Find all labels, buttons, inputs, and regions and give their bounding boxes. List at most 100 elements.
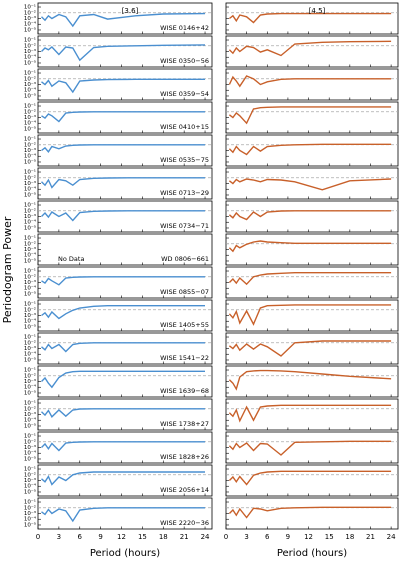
y-tick-label: 10⁻⁵ (24, 389, 36, 396)
panel-label: WISE 0535−75 (160, 156, 209, 164)
y-tick-label: 10⁻⁴ (24, 318, 37, 325)
panel-frame (225, 266, 399, 299)
y-tick-label: 10⁻² (24, 108, 36, 115)
column-label: [3.6] (122, 7, 139, 15)
y-tick-label: 10⁻³ (24, 444, 36, 451)
y-tick-label: 10⁻³ (24, 81, 36, 88)
panel-label: WISE 1828+26 (160, 453, 209, 461)
panel-label: WISE 0146+42 (160, 24, 209, 32)
y-tick-label: 10⁻² (24, 75, 36, 82)
y-tick-label: 10⁻⁵ (24, 59, 36, 66)
y-tick-label: 10⁻¹ (24, 301, 36, 308)
y-tick-label: 10⁻¹ (24, 400, 36, 407)
periodogram-line (228, 272, 392, 286)
x-tick-label: 3 (57, 533, 61, 541)
y-tick-label: 10⁻³ (24, 180, 36, 187)
panel-frame (225, 464, 399, 497)
periodogram-line (228, 340, 392, 357)
panel-frame (225, 233, 399, 266)
y-tick-label: 10⁻⁵ (24, 191, 36, 198)
periodogram-line (228, 143, 392, 156)
y-tick-label: 10⁻¹ (24, 70, 36, 77)
x-tick-label: 9 (286, 533, 290, 541)
x-tick-label: 9 (98, 533, 102, 541)
periodogram-line (228, 506, 392, 519)
y-tick-label: 10⁻⁵ (24, 26, 36, 33)
y-tick-label: 10⁻³ (24, 477, 36, 484)
panel-label: WISE 0410+15 (160, 123, 209, 131)
y-tick-label: 10⁻³ (24, 345, 36, 352)
periodogram-line (228, 75, 392, 88)
periodogram-line (228, 178, 392, 191)
x-axis-label: Period (hours) (90, 548, 160, 559)
panel-label: WISE 2056+14 (160, 486, 209, 494)
y-tick-label: 10⁻² (24, 174, 36, 181)
y-tick-label: 10⁻⁴ (24, 417, 37, 424)
periodogram-line (228, 369, 392, 391)
panel-frame (37, 35, 213, 68)
y-tick-label: 10⁻² (24, 339, 36, 346)
y-tick-label: 10⁻⁵ (24, 224, 36, 231)
column-label: [4.5] (309, 7, 326, 15)
panel-frame (225, 35, 399, 68)
periodogram-line (41, 276, 205, 286)
y-tick-label: 10⁻⁵ (24, 488, 36, 495)
panel-frame (225, 398, 399, 431)
y-tick-label: 10⁻³ (24, 246, 36, 253)
periodogram-line (41, 441, 205, 452)
panel-label: WISE 2220−36 (160, 519, 209, 527)
y-tick-label: 10⁻¹ (24, 334, 36, 341)
y-tick-label: 10⁻¹ (24, 268, 36, 275)
y-tick-label: 10⁻⁵ (24, 92, 36, 99)
panel-label: WISE 0359−54 (160, 90, 209, 98)
x-tick-label: 18 (159, 533, 168, 541)
x-tick-label: 0 (224, 533, 228, 541)
y-tick-label: 10⁻⁵ (24, 158, 36, 165)
x-tick-label: 12 (117, 533, 126, 541)
panel-frame (37, 101, 213, 134)
y-tick-label: 10⁻³ (24, 312, 36, 319)
periodogram-line (41, 507, 205, 523)
y-tick-label: 10⁻⁵ (24, 356, 36, 363)
periodogram-line (41, 370, 205, 389)
y-tick-label: 10⁻² (24, 141, 36, 148)
periodogram-line (228, 240, 392, 253)
x-tick-label: 6 (78, 533, 83, 541)
y-tick-label: 10⁻¹ (24, 367, 36, 374)
panel-label: WISE 0713−29 (160, 189, 209, 197)
y-tick-label: 10⁻⁵ (24, 323, 36, 330)
y-tick-label: 10⁻⁵ (24, 521, 36, 528)
y-tick-label: 10⁻² (24, 9, 36, 16)
periodogram-line (41, 471, 205, 486)
x-axis-label: Period (hours) (277, 548, 347, 559)
y-tick-label: 10⁻⁵ (24, 290, 36, 297)
y-tick-label: 10⁻¹ (24, 103, 36, 110)
panel-frame (37, 266, 213, 299)
y-tick-label: 10⁻¹ (24, 37, 36, 44)
y-tick-label: 10⁻¹ (24, 202, 36, 209)
x-tick-label: 15 (325, 533, 334, 541)
y-tick-label: 10⁻⁴ (24, 87, 37, 94)
y-tick-label: 10⁻¹ (24, 433, 36, 440)
panel-label: WD 0806−661 (161, 255, 209, 263)
y-tick-label: 10⁻² (24, 42, 36, 49)
periodogram-line (41, 144, 205, 153)
panel-frame (225, 497, 399, 530)
y-tick-label: 10⁻² (24, 207, 36, 214)
periodogram-line (41, 44, 206, 62)
y-tick-label: 10⁻⁵ (24, 422, 36, 429)
y-tick-label: 10⁻³ (24, 213, 36, 220)
panel-frame (37, 332, 213, 365)
y-tick-label: 10⁻⁴ (24, 483, 37, 490)
y-tick-label: 10⁻² (24, 438, 36, 445)
periodogram-line (41, 177, 205, 189)
x-tick-label: 24 (387, 533, 396, 541)
periodogram-line (41, 408, 205, 418)
y-tick-label: 10⁻² (24, 372, 36, 379)
periodogram-line (41, 12, 206, 28)
panel-label: WISE 0734−71 (160, 222, 209, 230)
x-tick-label: 24 (201, 533, 210, 541)
panel-frame (225, 431, 399, 464)
periodogram-line (228, 40, 392, 57)
y-tick-label: 10⁻³ (24, 48, 36, 55)
